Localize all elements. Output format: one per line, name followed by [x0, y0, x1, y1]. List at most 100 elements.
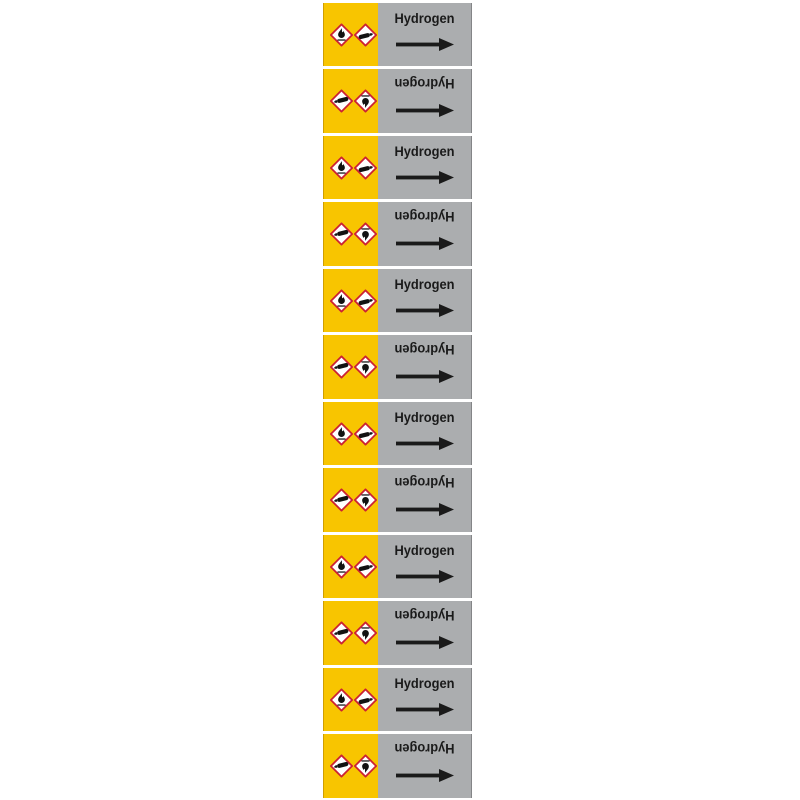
ghs-pictograms	[330, 754, 377, 778]
flow-arrow-icon	[395, 37, 454, 51]
ghs-pictograms	[330, 621, 377, 645]
ghs04-gas-cylinder-icon	[354, 688, 377, 712]
flow-arrow	[378, 436, 471, 450]
flow-arrow	[378, 636, 471, 650]
pipe-marker-label: Hydrogen	[323, 599, 472, 666]
flow-arrow-icon	[395, 303, 454, 317]
pipe-marker-label: Hydrogen	[323, 665, 472, 732]
label-body: Hydrogen	[378, 135, 472, 200]
marker-body: Hydrogen	[323, 335, 472, 399]
ghs02-flame-icon	[330, 23, 353, 47]
flow-arrow-icon	[395, 769, 454, 783]
ghs04-gas-cylinder-icon	[330, 488, 353, 512]
ghs02-flame-icon	[330, 422, 353, 446]
medium-name: Hydrogen	[394, 608, 455, 625]
pipe-marker-label: Hydrogen	[323, 67, 472, 134]
ghs-pictograms	[330, 555, 377, 579]
flow-arrow-icon	[395, 636, 454, 650]
hazard-band	[323, 734, 378, 798]
ghs-pictograms	[330, 289, 377, 313]
label-body: Hydrogen	[378, 601, 472, 665]
ghs-pictograms	[330, 422, 377, 446]
medium-name: Hydrogen	[394, 76, 455, 93]
flow-arrow-icon	[395, 702, 454, 716]
ghs04-gas-cylinder-icon	[330, 89, 353, 113]
ghs-pictograms	[330, 488, 377, 512]
pipe-marker-label: Hydrogen	[323, 266, 472, 333]
medium-name: Hydrogen	[394, 275, 455, 292]
marker-body: Hydrogen	[323, 734, 472, 798]
ghs-pictograms	[330, 688, 377, 712]
ghs04-gas-cylinder-icon	[330, 621, 353, 645]
flow-arrow-icon	[395, 569, 454, 583]
marker-body: Hydrogen	[323, 69, 472, 133]
hazard-band	[323, 335, 378, 399]
marker-body: Hydrogen	[323, 667, 472, 732]
label-body: Hydrogen	[378, 401, 472, 466]
label-body: Hydrogen	[378, 468, 472, 532]
marker-body: Hydrogen	[323, 2, 472, 67]
medium-name: Hydrogen	[394, 342, 455, 359]
ghs02-flame-icon	[330, 555, 353, 579]
pipe-marker-label: Hydrogen	[323, 200, 472, 267]
hazard-band	[323, 534, 378, 599]
pipe-marker-label: Hydrogen	[323, 333, 472, 400]
label-body: Hydrogen	[378, 667, 472, 732]
ghs04-gas-cylinder-icon	[354, 23, 377, 47]
label-body: Hydrogen	[378, 734, 472, 798]
marker-body: Hydrogen	[323, 135, 472, 200]
medium-name: Hydrogen	[394, 541, 455, 558]
flow-arrow-icon	[395, 237, 454, 251]
hazard-band	[323, 667, 378, 732]
ghs04-gas-cylinder-icon	[354, 156, 377, 180]
pipe-marker-label: Hydrogen	[323, 466, 472, 533]
pipe-marker-label: Hydrogen	[323, 732, 472, 799]
medium-name: Hydrogen	[394, 408, 455, 425]
marker-body: Hydrogen	[323, 601, 472, 665]
label-body: Hydrogen	[378, 202, 472, 266]
ghs02-flame-icon	[354, 89, 377, 113]
flow-arrow-icon	[395, 104, 454, 118]
marker-body: Hydrogen	[323, 202, 472, 266]
hazard-band	[323, 2, 378, 67]
medium-name: Hydrogen	[394, 142, 455, 159]
flow-arrow	[378, 569, 471, 583]
ghs02-flame-icon	[330, 289, 353, 313]
flow-arrow	[378, 170, 471, 184]
label-body: Hydrogen	[378, 335, 472, 399]
medium-name: Hydrogen	[394, 209, 455, 226]
pipe-marker-label: Hydrogen	[323, 532, 472, 599]
medium-name: Hydrogen	[394, 674, 455, 691]
ghs04-gas-cylinder-icon	[354, 289, 377, 313]
hazard-band	[323, 468, 378, 532]
marker-body: Hydrogen	[323, 468, 472, 532]
hazard-band	[323, 601, 378, 665]
ghs02-flame-icon	[354, 355, 377, 379]
ghs02-flame-icon	[354, 488, 377, 512]
label-body: Hydrogen	[378, 534, 472, 599]
label-body: Hydrogen	[378, 268, 472, 333]
hazard-band	[323, 268, 378, 333]
ghs-pictograms	[330, 355, 377, 379]
ghs02-flame-icon	[354, 754, 377, 778]
medium-name: Hydrogen	[394, 9, 455, 26]
label-body: Hydrogen	[378, 2, 472, 67]
flow-arrow-icon	[395, 436, 454, 450]
ghs-pictograms	[330, 23, 377, 47]
flow-arrow	[378, 37, 471, 51]
ghs04-gas-cylinder-icon	[330, 222, 353, 246]
flow-arrow	[378, 104, 471, 118]
flow-arrow	[378, 303, 471, 317]
hazard-band	[323, 202, 378, 266]
ghs04-gas-cylinder-icon	[330, 355, 353, 379]
ghs02-flame-icon	[354, 222, 377, 246]
medium-name: Hydrogen	[394, 475, 455, 492]
flow-arrow-icon	[395, 170, 454, 184]
hazard-band	[323, 401, 378, 466]
marker-body: Hydrogen	[323, 401, 472, 466]
hazard-band	[323, 69, 378, 133]
medium-name: Hydrogen	[394, 741, 455, 758]
pipe-marker-label: Hydrogen	[323, 133, 472, 200]
pipe-marker-label: Hydrogen	[323, 399, 472, 466]
